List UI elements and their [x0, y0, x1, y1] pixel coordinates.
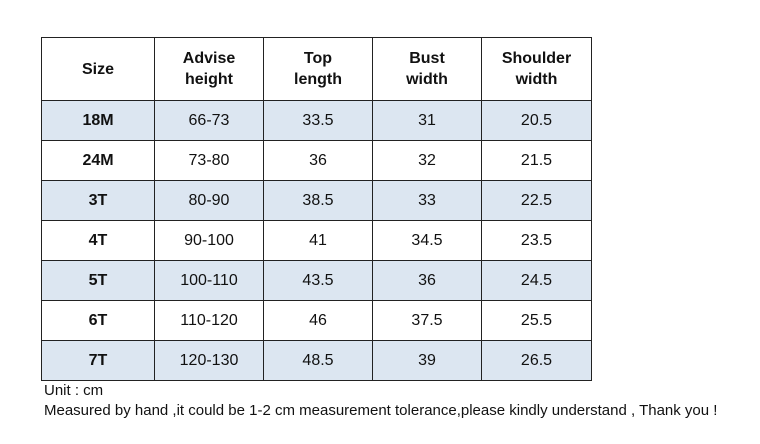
header-line: Advise — [182, 50, 236, 67]
header-line: width — [515, 71, 558, 88]
value-cell: 21.5 — [481, 140, 592, 181]
value-cell: 38.5 — [263, 180, 373, 221]
value-cell: 100-110 — [154, 260, 264, 301]
header-line: Size — [81, 60, 114, 78]
value-cell: 36 — [372, 260, 482, 301]
value-cell: 22.5 — [481, 180, 592, 221]
value-cell: 20.5 — [481, 100, 592, 141]
table-row: 6T 110-120 46 37.5 25.5 — [41, 300, 592, 341]
value-cell: 23.5 — [481, 220, 592, 261]
value-cell: 90-100 — [154, 220, 264, 261]
tolerance-note: Measured by hand ,it could be 1-2 cm mea… — [44, 402, 718, 419]
value-cell: 33 — [372, 180, 482, 221]
value-cell: 25.5 — [481, 300, 592, 341]
size-cell: 24M — [41, 140, 155, 181]
size-cell: 5T — [41, 260, 155, 301]
value-cell: 24.5 — [481, 260, 592, 301]
value-cell: 34.5 — [372, 220, 482, 261]
value-cell: 80-90 — [154, 180, 264, 221]
table-row: 4T 90-100 41 34.5 23.5 — [41, 220, 592, 261]
size-cell: 7T — [41, 340, 155, 381]
value-cell: 66-73 — [154, 100, 264, 141]
header-cell: Size — [41, 37, 155, 101]
value-cell: 46 — [263, 300, 373, 341]
value-cell: 48.5 — [263, 340, 373, 381]
value-cell: 43.5 — [263, 260, 373, 301]
value-cell: 110-120 — [154, 300, 264, 341]
header-line: height — [185, 71, 233, 88]
size-cell: 6T — [41, 300, 155, 341]
header-cell: Advise height — [154, 37, 264, 101]
unit-note: Unit : cm — [44, 382, 104, 399]
value-cell: 120-130 — [154, 340, 264, 381]
header-line: length — [294, 71, 342, 88]
value-cell: 37.5 — [372, 300, 482, 341]
header-cell: Top length — [263, 37, 373, 101]
header-line: width — [406, 71, 448, 88]
header-cell: Bust width — [372, 37, 482, 101]
size-cell: 4T — [41, 220, 155, 261]
value-cell: 32 — [372, 140, 482, 181]
table-row: 3T 80-90 38.5 33 22.5 — [41, 180, 592, 221]
table-row: 5T 100-110 43.5 36 24.5 — [41, 260, 592, 301]
value-cell: 36 — [263, 140, 373, 181]
size-cell: 3T — [41, 180, 155, 221]
size-table: Size Advise height Top length Bust width Should… — [41, 37, 592, 381]
value-cell: 41 — [263, 220, 373, 261]
header-cell: Shoulder width — [481, 37, 592, 101]
value-cell: 26.5 — [481, 340, 592, 381]
table-row: 24M 73-80 36 32 21.5 — [41, 140, 592, 181]
size-cell: 18M — [41, 100, 155, 141]
table-row: 7T 120-130 48.5 39 26.5 — [41, 340, 592, 381]
value-cell: 33.5 — [263, 100, 373, 141]
header-line: Bust — [409, 50, 445, 67]
table-body: 18M 66-73 33.5 31 20.5 24M 73-80 36 32 21.5 3T 80-9… — [41, 100, 592, 381]
value-cell: 73-80 — [154, 140, 264, 181]
header-row: Size Advise height Top length Bust width Should… — [41, 37, 592, 101]
table-row: 18M 66-73 33.5 31 20.5 — [41, 100, 592, 141]
header-line: Top — [303, 50, 333, 67]
header-line: Shoulder — [501, 50, 572, 67]
value-cell: 39 — [372, 340, 482, 381]
value-cell: 31 — [372, 100, 482, 141]
